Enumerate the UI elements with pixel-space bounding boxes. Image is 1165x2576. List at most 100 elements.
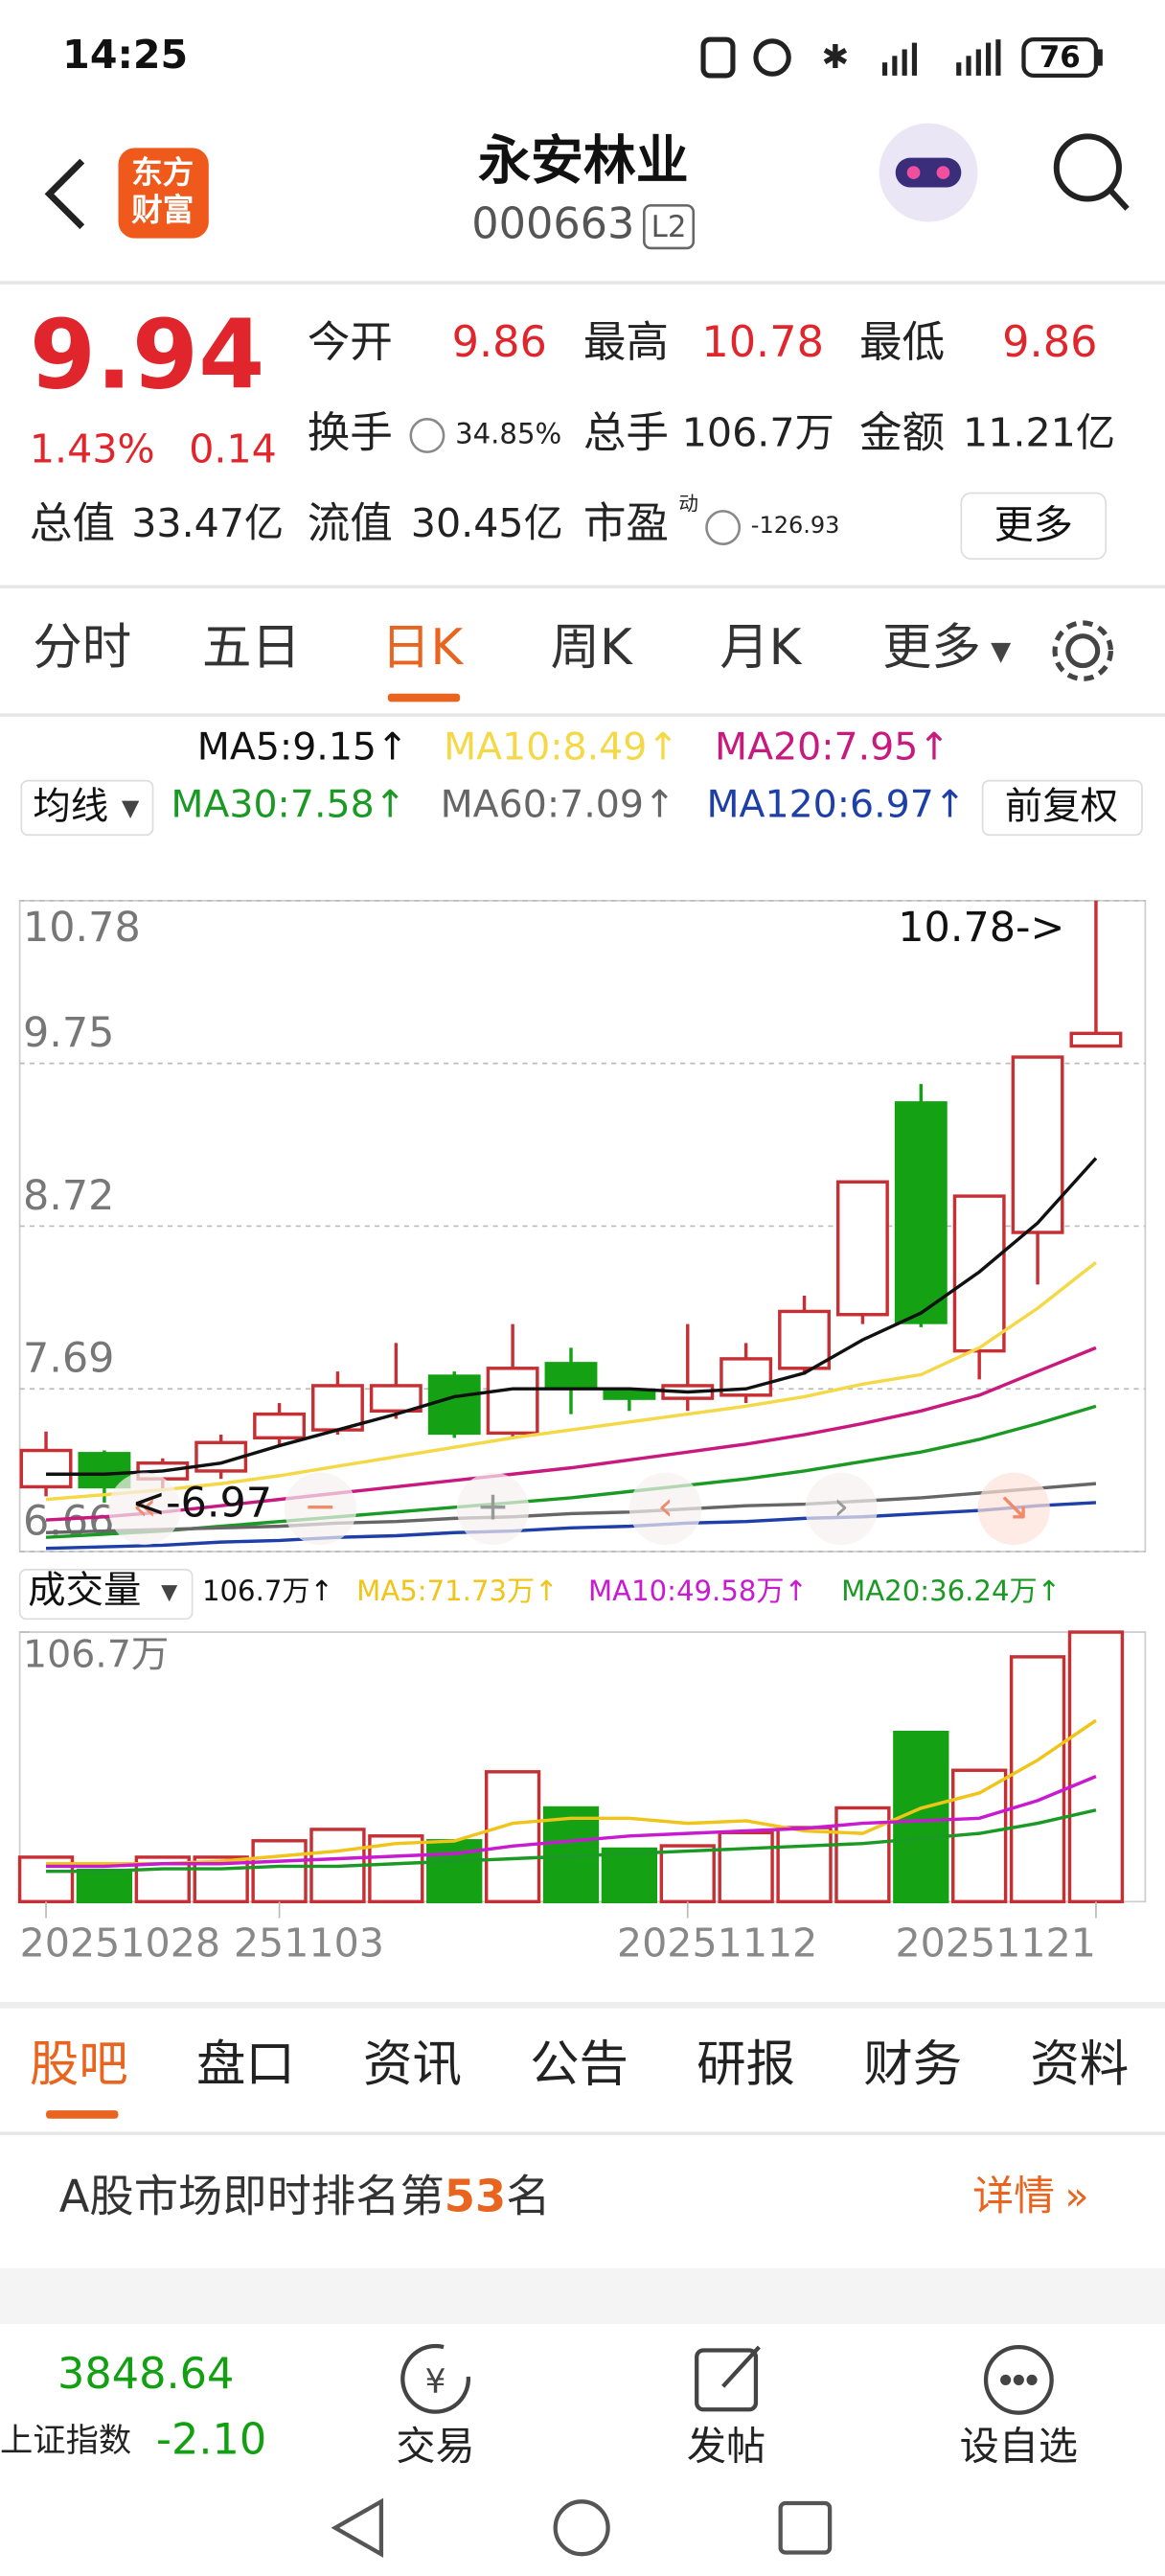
more-label: 更多: [994, 502, 1073, 548]
y-tick-label: 6.66: [23, 1497, 114, 1545]
divider: [0, 2001, 1165, 2009]
chart-tab[interactable]: 更多: [882, 619, 981, 677]
chart-control[interactable]: [456, 1472, 530, 1546]
chart-control[interactable]: [977, 1472, 1050, 1546]
status-time: 14:25: [62, 32, 188, 78]
index-change: -2.10: [156, 2415, 266, 2465]
rank-link[interactable]: 详情: [972, 2173, 1055, 2220]
candle-body: [486, 1367, 539, 1436]
candle-body: [78, 1452, 131, 1489]
chart-control-icon: ↘: [997, 1483, 1031, 1529]
field-value: -126.93: [751, 512, 840, 539]
field-value: 30.45亿: [411, 500, 563, 546]
field-label: 总值: [30, 498, 115, 548]
x-tick-label: 20251112: [617, 1920, 817, 1966]
level-badge: L2: [651, 210, 687, 244]
logo-text: 财富: [131, 192, 194, 228]
field-value: 9.86: [452, 317, 547, 367]
tab-underline: [46, 2110, 119, 2119]
chart-control-icon: «: [132, 1483, 156, 1529]
ma-legend: MA30:7.58↑: [171, 783, 405, 827]
ma-legend: MA60:7.09↑: [441, 783, 675, 827]
info-icon[interactable]: [409, 418, 445, 453]
rank-number: 53: [445, 2170, 506, 2221]
candle-body: [427, 1374, 481, 1436]
adjust-label: 前复权: [1005, 784, 1118, 828]
volume-ma-legend: MA10:49.58万↑: [588, 1575, 808, 1607]
ma-legend: MA5:9.15↑: [197, 725, 408, 770]
volume-ma-legend: MA20:36.24万↑: [841, 1575, 1061, 1607]
field-value: 10.78: [701, 317, 824, 367]
volume-bar: [251, 1839, 308, 1904]
app-logo: [118, 148, 209, 239]
volume-bar: [659, 1844, 716, 1904]
chart-control[interactable]: [284, 1472, 357, 1546]
chart-control[interactable]: [805, 1472, 878, 1546]
volume-tick-label: 106.7万: [23, 1632, 169, 1676]
chart-control-icon: ›: [834, 1483, 849, 1529]
candle-body: [778, 1309, 831, 1370]
volume-button[interactable]: [18, 1569, 194, 1621]
section-tab[interactable]: 资讯: [363, 2036, 462, 2094]
field-label: 市盈: [583, 498, 669, 548]
field-label: 金额: [859, 407, 945, 457]
chart-tab[interactable]: 五日: [202, 619, 301, 677]
candle-body: [253, 1412, 307, 1440]
candle-body: [369, 1384, 423, 1414]
section-tab[interactable]: 公告: [530, 2036, 628, 2094]
candle-body: [544, 1362, 598, 1388]
candle-body: [603, 1389, 656, 1400]
section-tab[interactable]: 资料: [1030, 2036, 1129, 2094]
field-sup: 动: [678, 493, 698, 516]
field-label: 今开: [308, 317, 393, 367]
volume-bar: [718, 1830, 774, 1904]
section-tab[interactable]: 财务: [863, 2036, 962, 2094]
section-tab[interactable]: 研报: [697, 2036, 795, 2094]
chart-tab[interactable]: 分时: [33, 619, 131, 677]
volume-bar: [776, 1826, 833, 1904]
assistant-avatar[interactable]: [879, 123, 978, 222]
nav-trade[interactable]: 交易: [396, 2423, 474, 2469]
settings-button[interactable]: [1052, 620, 1113, 681]
change: 0.14: [189, 426, 277, 472]
ma-legend: MA120:6.97↑: [706, 783, 965, 827]
volume-bar: [484, 1770, 541, 1904]
search-button[interactable]: [1053, 133, 1130, 211]
system-nav: [331, 2497, 833, 2558]
ma-button[interactable]: [20, 779, 154, 837]
ma-line: [45, 1501, 1097, 1551]
volume-bar: [1009, 1655, 1066, 1904]
back-button[interactable]: [44, 158, 85, 230]
volume-ma-legend: MA5:71.73万↑: [356, 1575, 558, 1607]
chart-tab[interactable]: 周K: [551, 619, 633, 677]
gap: [0, 2267, 1165, 2325]
section-tab[interactable]: 股吧: [30, 2036, 128, 2094]
x-tick-label: 20251028: [20, 1920, 220, 1966]
volume-ma-line: [46, 1775, 1097, 1869]
field-value: 9.86: [1002, 317, 1097, 367]
volume-ma-line: [46, 1718, 1097, 1866]
volume-label: 成交量: [28, 1568, 141, 1612]
badge-frame: [643, 204, 696, 250]
section-tab[interactable]: 盘口: [196, 2036, 295, 2094]
volume-bar: [76, 1868, 133, 1904]
y-tick-label: 7.69: [23, 1335, 114, 1383]
nav-post[interactable]: 发帖: [687, 2423, 765, 2469]
field-value: 11.21亿: [963, 409, 1115, 455]
info-icon[interactable]: [705, 510, 742, 545]
chart-control-icon: +: [476, 1483, 510, 1529]
x-tick-label: 20251121: [895, 1920, 1095, 1966]
volume-bar: [1067, 1630, 1125, 1904]
ma-line: [45, 1260, 1098, 1502]
nav-watchlist[interactable]: 设自选: [960, 2423, 1078, 2469]
dropdown-caret: ▼: [161, 1579, 178, 1604]
field-label: 换手: [308, 407, 393, 457]
rank-prefix: A股市场即时排名第: [59, 2170, 445, 2221]
chart-tab[interactable]: 月K: [720, 619, 802, 677]
more-button[interactable]: [960, 492, 1108, 560]
chart-control[interactable]: [628, 1472, 702, 1546]
svg-text:¥: ¥: [425, 2362, 446, 2401]
chart-tab[interactable]: 日K: [381, 619, 464, 677]
chart-control[interactable]: [108, 1472, 181, 1546]
adjust-button[interactable]: [981, 779, 1143, 837]
